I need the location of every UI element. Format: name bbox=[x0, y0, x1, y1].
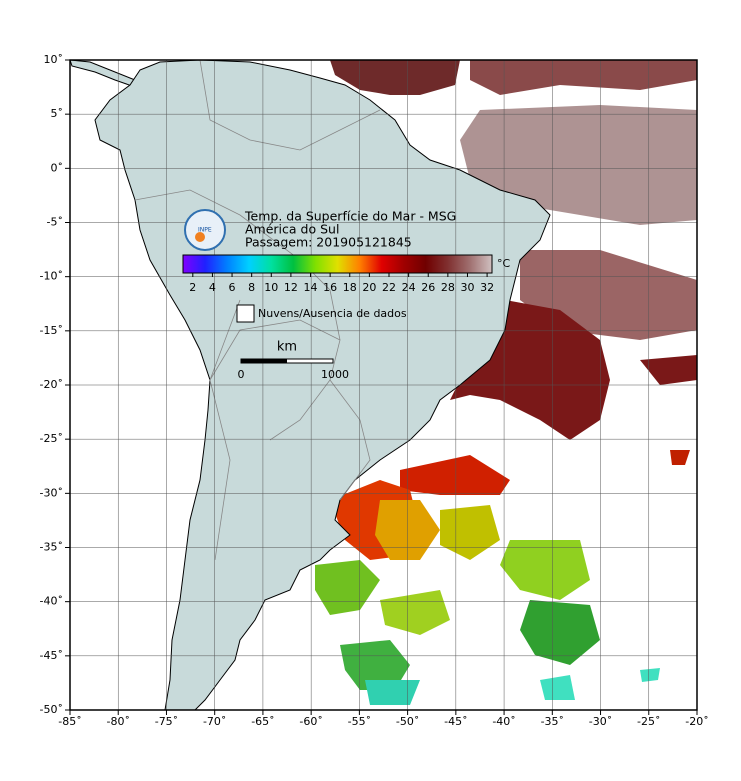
colorbar-tick-label: 26 bbox=[421, 281, 435, 294]
colorbar-tick-label: 28 bbox=[441, 281, 455, 294]
colorbar-rect bbox=[182, 254, 493, 274]
y-tick-label: -40˚ bbox=[40, 595, 63, 608]
y-tick-label: 5˚ bbox=[51, 107, 64, 120]
y-tick-label: -25˚ bbox=[40, 432, 63, 445]
x-tick-label: -80˚ bbox=[106, 715, 129, 728]
colorbar-tick-label: 16 bbox=[323, 281, 337, 294]
y-tick-label: -35˚ bbox=[40, 541, 63, 554]
colorbar-tick-label: 4 bbox=[209, 281, 216, 294]
x-tick-label: -25˚ bbox=[637, 715, 660, 728]
colorbar-tick-label: 18 bbox=[343, 281, 357, 294]
y-tick-label: -5˚ bbox=[47, 216, 63, 229]
colorbar-tick-label: 32 bbox=[480, 281, 494, 294]
x-tick-label: -35˚ bbox=[541, 715, 564, 728]
y-tick-label: -45˚ bbox=[40, 649, 63, 662]
colorbar-tick-label: 24 bbox=[402, 281, 416, 294]
scalebar: km 0 1000 bbox=[238, 340, 350, 382]
colorbar-tick-label: 10 bbox=[264, 281, 278, 294]
axis-labels: -85˚ -80˚ -75˚ -70˚ -65˚ -60˚ -55˚ -50˚ -45˚ -40˚… bbox=[40, 53, 709, 728]
y-tick-label: -50˚ bbox=[40, 703, 63, 716]
pass-time: Passagem: 201905121845 bbox=[245, 235, 412, 250]
scalebar-unit: km bbox=[277, 340, 297, 355]
logo-sun bbox=[195, 232, 205, 242]
x-tick-label: -55˚ bbox=[348, 715, 371, 728]
colorbar-tick-label: 12 bbox=[284, 281, 298, 294]
colorbar-tick-label: 8 bbox=[248, 281, 255, 294]
colorbar-tick-label: 6 bbox=[229, 281, 236, 294]
scalebar-half bbox=[241, 359, 287, 363]
x-tick-label: -50˚ bbox=[396, 715, 419, 728]
x-tick-label: -85˚ bbox=[58, 715, 81, 728]
legend-label: Nuvens/Ausencia de dados bbox=[258, 307, 407, 320]
x-tick-label: -60˚ bbox=[299, 715, 322, 728]
borders bbox=[134, 60, 381, 561]
y-tick-label: 10˚ bbox=[44, 53, 64, 66]
colorbar-tick-label: 30 bbox=[460, 281, 474, 294]
x-tick-label: -45˚ bbox=[444, 715, 467, 728]
colorbar-tick-label: 22 bbox=[382, 281, 396, 294]
title-block: INPE Temp. da Superfície do Mar - MSG Am… bbox=[184, 209, 456, 251]
sst-north bbox=[330, 60, 697, 465]
x-tick-label: -75˚ bbox=[155, 715, 178, 728]
logo-circle bbox=[184, 209, 226, 251]
y-tick-label: -10˚ bbox=[40, 270, 63, 283]
scalebar-label: 0 bbox=[238, 368, 245, 381]
legend-swatch bbox=[236, 304, 255, 323]
x-tick-label: -30˚ bbox=[589, 715, 612, 728]
logo-text: INPE bbox=[198, 227, 212, 234]
scalebar-label: 1000 bbox=[321, 368, 349, 381]
y-tick-label: 0˚ bbox=[51, 161, 64, 174]
colorbar: °C 2 4 6 8 10 12 14 16 18 20 22 24 26 28 30 32 bbox=[182, 254, 511, 294]
colorbar-tick-label: 20 bbox=[362, 281, 376, 294]
title: Temp. da Superfície do Mar - MSG bbox=[244, 209, 456, 224]
colorbar-tick-label: 14 bbox=[304, 281, 318, 294]
y-tick-label: -20˚ bbox=[40, 378, 63, 391]
y-tick-label: -15˚ bbox=[40, 324, 63, 337]
colorbar-unit: °C bbox=[497, 257, 511, 270]
subtitle: América do Sul bbox=[245, 222, 339, 237]
x-tick-label: -70˚ bbox=[203, 715, 226, 728]
x-tick-label: -65˚ bbox=[251, 715, 274, 728]
x-tick-label: -40˚ bbox=[492, 715, 515, 728]
colorbar-tick-label: 2 bbox=[189, 281, 196, 294]
y-tick-label: -30˚ bbox=[40, 486, 63, 499]
x-tick-label: -20˚ bbox=[685, 715, 708, 728]
